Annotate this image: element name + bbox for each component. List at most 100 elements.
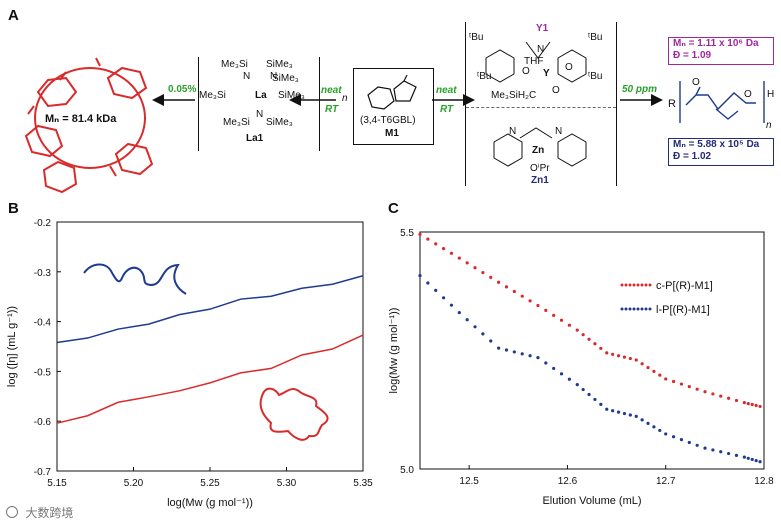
linear-top-box: Mₙ = 1.11 x 10⁶ Da Đ = 1.09 (668, 37, 774, 65)
series-line-cyclic (56, 334, 364, 424)
catalyst-structures (485, 41, 587, 167)
series-point-l-P[(R)-M1] (481, 332, 485, 336)
series-point-c-P[(R)-M1] (646, 365, 650, 370)
cyclic-polymer-structure: Mₙ = 81.4 kDa (24, 57, 154, 194)
series-point-c-P[(R)-M1] (465, 261, 469, 265)
legend-marker-c-P[(R)-M1] (624, 283, 628, 287)
y1-thf: THF (524, 56, 544, 67)
series-point-l-P[(R)-M1] (449, 303, 454, 307)
zn1-label: Zn1 (531, 175, 549, 186)
chart-b: 5.15 5.20 5.25 5.30 5.35 -0.2 -0.3 -0.4 -0.5 -0.6… (6, 218, 373, 509)
y1-silyl: Me₃SiH₂C (491, 90, 537, 101)
la1-n-right: N (270, 71, 278, 82)
linear-r: R (668, 98, 676, 110)
series-point-l-P[(R)-M1] (640, 418, 644, 422)
la1-me3si-bottom: Me₃Si (223, 117, 250, 128)
monomer-box: n (3,4-T6GBL) M1 (342, 68, 434, 145)
zn1-oipr: OⁱPr (530, 163, 550, 174)
monomer-structure (367, 75, 417, 110)
series-point-l-P[(R)-M1] (750, 457, 754, 462)
rt-right-label: RT (440, 104, 454, 115)
linear-polymer-structure: R O O H n (668, 77, 774, 131)
reaction-arrows (152, 94, 663, 106)
series-point-c-P[(R)-M1] (481, 270, 485, 275)
series-point-l-P[(R)-M1] (727, 451, 731, 456)
x-tick-label: 12.7 (656, 476, 676, 487)
la1-loading: 0.05% (168, 84, 197, 95)
y1-n: N (537, 44, 545, 55)
series-point-c-P[(R)-M1] (581, 333, 585, 337)
series-point-c-P[(R)-M1] (457, 256, 461, 260)
series-point-c-P[(R)-M1] (679, 382, 684, 386)
y-axis-label: log ([η] (mL g⁻¹)) (6, 306, 18, 387)
x-tick-label: 5.15 (47, 478, 67, 489)
y1-o-bottom: O (552, 85, 560, 96)
catalyst-divider (466, 107, 616, 108)
la1-metal: La (255, 90, 267, 101)
series-point-c-P[(R)-M1] (754, 403, 758, 408)
series-point-l-P[(R)-M1] (611, 409, 615, 413)
series-point-l-P[(R)-M1] (628, 413, 632, 417)
la1-me3si-top-left: Me₃Si (221, 59, 248, 70)
y-tick-label: -0.5 (34, 367, 52, 378)
la1-n-bottom: N (256, 109, 264, 120)
series-point-c-P[(R)-M1] (544, 308, 548, 312)
series-point-c-P[(R)-M1] (671, 379, 676, 384)
plot-frame (419, 231, 765, 470)
linear-bottom-mn: Mₙ = 5.88 x 10⁵ Da (673, 139, 760, 150)
x-tick-label: 5.30 (277, 478, 297, 489)
series-point-c-P[(R)-M1] (734, 398, 739, 403)
panel-label-c: C (388, 200, 399, 217)
watermark-text: 大数跨境 (25, 506, 74, 520)
linear-h: H (767, 89, 774, 100)
series-point-c-P[(R)-M1] (449, 251, 454, 255)
series-point-l-P[(R)-M1] (528, 354, 532, 358)
chart-c: 12.5 12.6 12.7 12.8 5.5 5.0 Elution Volume (mL… (388, 228, 774, 507)
series-point-l-P[(R)-M1] (711, 448, 715, 452)
watermark-icon (6, 506, 18, 518)
legend-marker-c-P[(R)-M1] (644, 283, 648, 287)
series-point-l-P[(R)-M1] (634, 414, 638, 418)
series-point-l-P[(R)-M1] (646, 421, 650, 426)
linear-top-dispersity: Đ = 1.09 (673, 50, 712, 61)
y1-tbu-top-left: ᵗBu (469, 32, 484, 43)
series-point-c-P[(R)-M1] (441, 246, 446, 251)
x-tick-label: 12.5 (459, 476, 479, 487)
series-point-c-P[(R)-M1] (634, 358, 638, 362)
series-point-c-P[(R)-M1] (742, 401, 746, 405)
la1-sime3-mid: SiMe₃ (272, 73, 299, 84)
la1-n-left: N (243, 71, 251, 82)
series-point-l-P[(R)-M1] (536, 356, 540, 360)
series-point-l-P[(R)-M1] (544, 361, 548, 365)
series-point-l-P[(R)-M1] (664, 432, 668, 436)
legend-marker-l-P[(R)-M1] (628, 307, 632, 311)
y1-tbu-top-right: ᵗBu (588, 32, 603, 43)
linear-n: n (766, 120, 772, 131)
panel-label-a: A (8, 7, 19, 24)
series-point-l-P[(R)-M1] (567, 377, 571, 381)
series-point-c-P[(R)-M1] (750, 402, 754, 407)
x-tick-label: 5.35 (353, 478, 373, 489)
y-axis-label: log(Mw (g mol⁻¹)) (388, 308, 400, 394)
zn1-n-left: N (509, 126, 517, 137)
series-point-c-P[(R)-M1] (664, 377, 668, 381)
series-point-c-P[(R)-M1] (605, 351, 609, 355)
series-point-c-P[(R)-M1] (622, 355, 627, 359)
linear-bottom-dispersity: Đ = 1.02 (673, 151, 712, 162)
neat-right-label: neat (436, 85, 457, 96)
series-point-c-P[(R)-M1] (528, 299, 532, 303)
zn1-n-right: N (555, 126, 563, 137)
series-point-l-P[(R)-M1] (426, 281, 430, 285)
series-point-c-P[(R)-M1] (434, 242, 438, 246)
legend-marker-c-P[(R)-M1] (648, 283, 652, 287)
series-point-l-P[(R)-M1] (719, 450, 723, 454)
series-point-c-P[(R)-M1] (687, 385, 691, 389)
series-point-c-P[(R)-M1] (658, 373, 662, 377)
monomer-n-label: n (342, 93, 348, 104)
y1-tbu-mid-right: ᵗBu (588, 71, 603, 82)
series-point-c-P[(R)-M1] (536, 303, 540, 308)
legend-marker-l-P[(R)-M1] (632, 307, 636, 311)
y1-label: Y1 (536, 23, 549, 34)
series-point-c-P[(R)-M1] (473, 266, 477, 270)
series-point-c-P[(R)-M1] (520, 294, 524, 298)
